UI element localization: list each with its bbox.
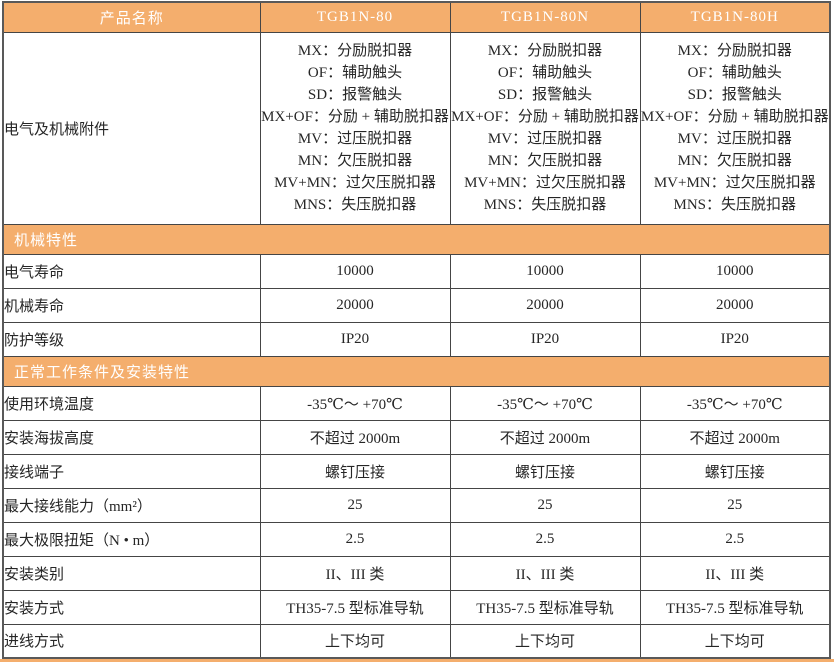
section-title-mechanical: 机械特性 <box>2 223 831 255</box>
row-value: -35℃～ +70℃ <box>449 385 641 421</box>
row-label: 接线端子 <box>2 453 261 489</box>
header-model-tgb1n-80h: TGB1N-80H <box>639 1 831 33</box>
section-band-mechanical: 机械特性 <box>2 223 831 255</box>
row-value: 不超过 2000m <box>259 419 451 455</box>
row-label: 安装类别 <box>2 555 261 591</box>
row-value: 10000 <box>639 253 831 289</box>
row-value: 上下均可 <box>449 623 641 659</box>
accessories-cell-80h: MX：分励脱扣器 OF：辅助触头 SD：报警触头 MX+OF：分励 + 辅助脱扣… <box>639 31 831 225</box>
table-row: 最大极限扭矩（N • m） 2.5 2.5 2.5 <box>2 521 831 557</box>
row-value: 25 <box>639 487 831 523</box>
row-label: 机械寿命 <box>2 287 261 323</box>
row-value: IP20 <box>449 321 641 357</box>
table-row: 进线方式 上下均可 上下均可 上下均可 <box>2 623 831 659</box>
accessories-cell-80n: MX：分励脱扣器 OF：辅助触头 SD：报警触头 MX+OF：分励 + 辅助脱扣… <box>449 31 641 225</box>
section-title-conditions: 正常工作条件及安装特性 <box>2 355 831 387</box>
row-value: 2.5 <box>259 521 451 557</box>
row-value: 20000 <box>449 287 641 323</box>
header-product-name: 产品名称 <box>2 1 261 33</box>
row-value: 螺钉压接 <box>639 453 831 489</box>
row-value: -35℃～ +70℃ <box>259 385 451 421</box>
row-value: 10000 <box>259 253 451 289</box>
header-model-tgb1n-80n: TGB1N-80N <box>449 1 641 33</box>
row-label: 最大接线能力（mm²） <box>2 487 261 523</box>
table-header-row: 产品名称 TGB1N-80 TGB1N-80N TGB1N-80H <box>2 1 831 33</box>
table-row: 电气寿命 10000 10000 10000 <box>2 253 831 289</box>
row-value: IP20 <box>639 321 831 357</box>
row-value: 上下均可 <box>639 623 831 659</box>
page-bottom-accent-line <box>0 659 834 662</box>
table-row: 安装方式 TH35-7.5 型标准导轨 TH35-7.5 型标准导轨 TH35-… <box>2 589 831 625</box>
row-value: 不超过 2000m <box>449 419 641 455</box>
row-value: II、III 类 <box>449 555 641 591</box>
row-value: 10000 <box>449 253 641 289</box>
row-value: 螺钉压接 <box>259 453 451 489</box>
row-label: 使用环境温度 <box>2 385 261 421</box>
row-value: II、III 类 <box>259 555 451 591</box>
row-label: 安装海拔高度 <box>2 419 261 455</box>
row-value: 25 <box>449 487 641 523</box>
table-row: 接线端子 螺钉压接 螺钉压接 螺钉压接 <box>2 453 831 489</box>
accessories-cell-80: MX：分励脱扣器 OF：辅助触头 SD：报警触头 MX+OF：分励 + 辅助脱扣… <box>259 31 451 225</box>
table-row: 安装海拔高度 不超过 2000m 不超过 2000m 不超过 2000m <box>2 419 831 455</box>
row-value: 2.5 <box>639 521 831 557</box>
row-value: 20000 <box>259 287 451 323</box>
table-row: 最大接线能力（mm²） 25 25 25 <box>2 487 831 523</box>
table-row: 使用环境温度 -35℃～ +70℃ -35℃～ +70℃ -35℃～ +70℃ <box>2 385 831 421</box>
accessories-label: 电气及机械附件 <box>2 31 261 225</box>
table-row: 防护等级 IP20 IP20 IP20 <box>2 321 831 357</box>
row-value: -35℃～ +70℃ <box>639 385 831 421</box>
row-value: IP20 <box>259 321 451 357</box>
row-value: 螺钉压接 <box>449 453 641 489</box>
section-band-conditions: 正常工作条件及安装特性 <box>2 355 831 387</box>
table-row: 机械寿命 20000 20000 20000 <box>2 287 831 323</box>
row-value: TH35-7.5 型标准导轨 <box>449 589 641 625</box>
row-value: 20000 <box>639 287 831 323</box>
accessories-row: 电气及机械附件 MX：分励脱扣器 OF：辅助触头 SD：报警触头 MX+OF：分… <box>2 31 831 225</box>
row-label: 最大极限扭矩（N • m） <box>2 521 261 557</box>
row-value: 2.5 <box>449 521 641 557</box>
row-label: 防护等级 <box>2 321 261 357</box>
row-value: 不超过 2000m <box>639 419 831 455</box>
table-row: 安装类别 II、III 类 II、III 类 II、III 类 <box>2 555 831 591</box>
row-value: TH35-7.5 型标准导轨 <box>259 589 451 625</box>
row-value: II、III 类 <box>639 555 831 591</box>
header-model-tgb1n-80: TGB1N-80 <box>259 1 451 33</box>
row-value: TH35-7.5 型标准导轨 <box>639 589 831 625</box>
row-label: 安装方式 <box>2 589 261 625</box>
row-value: 25 <box>259 487 451 523</box>
row-label: 电气寿命 <box>2 253 261 289</box>
row-value: 上下均可 <box>259 623 451 659</box>
row-label: 进线方式 <box>2 623 261 659</box>
